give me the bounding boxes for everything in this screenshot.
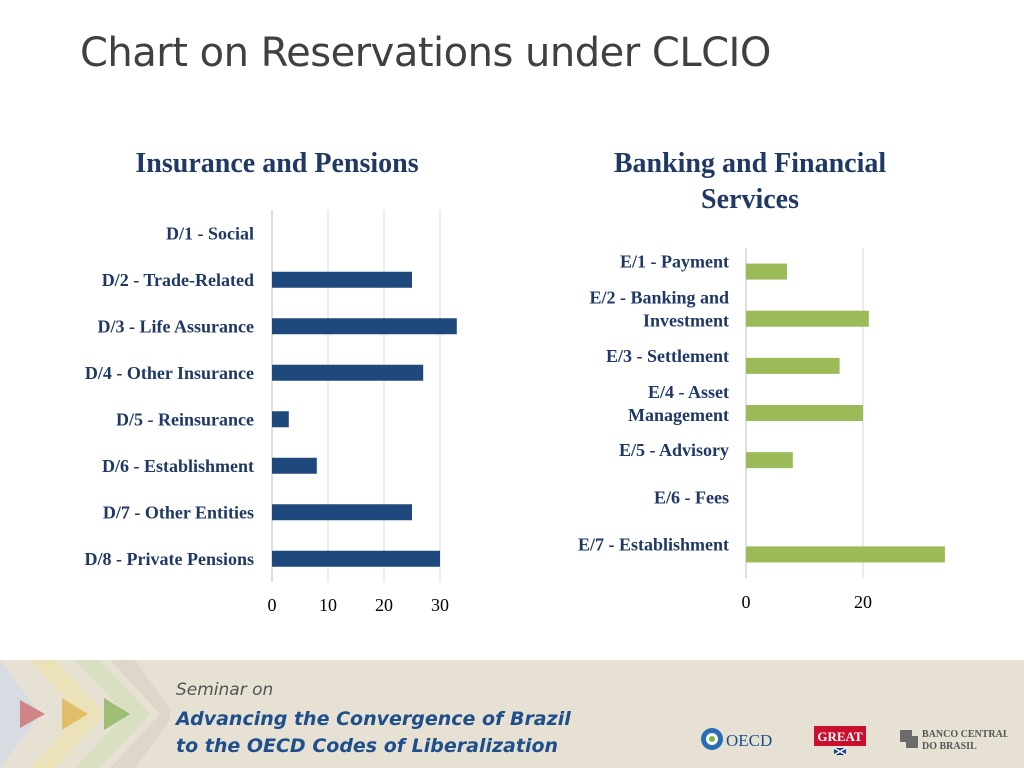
category-label: D/6 - Establishment	[102, 456, 254, 476]
category-label: E/4 - Asset Management	[628, 382, 729, 425]
bar	[746, 263, 787, 280]
x-tick-label: 10	[319, 595, 337, 615]
x-tick-label: 20	[854, 592, 872, 612]
bar	[272, 457, 317, 474]
x-tick-label: 0	[742, 592, 751, 612]
category-label: E/6 - Fees	[654, 487, 729, 507]
great-logo: GREAT	[814, 726, 866, 756]
bcb-logo-line-1: BANCO CENTRAL	[922, 729, 1008, 740]
bar	[272, 318, 457, 335]
footer-banner: Seminar on Advancing the Convergence of …	[0, 660, 1024, 768]
bar	[272, 271, 412, 288]
category-label: D/3 - Life Assurance	[98, 316, 255, 336]
oecd-logo-text: OECD	[726, 731, 772, 750]
bcb-logo: BANCO CENTRAL DO BRASIL	[900, 729, 1008, 752]
oecd-logo: OECD	[701, 728, 772, 750]
chart-insurance: D/1 - Social D/2 - Trade-Related D/3 - Lif…	[85, 210, 457, 615]
seminar-title-line-1: Advancing the Convergence of Brazil	[176, 708, 571, 730]
category-label: E/3 - Settlement	[606, 346, 729, 366]
slide-title: Chart on Reservations under CLCIO	[80, 30, 771, 76]
category-label: D/4 - Other Insurance	[85, 363, 254, 383]
footer-decoration	[0, 660, 1024, 768]
seminar-title-line-2: to the OECD Codes of Liberalization	[176, 735, 559, 757]
bar	[272, 550, 440, 567]
bar	[746, 405, 863, 421]
category-label: D/8 - Private Pensions	[85, 549, 254, 569]
x-tick-label: 20	[375, 595, 393, 615]
category-label: E/1 - Payment	[620, 252, 729, 272]
x-tick-label: 0	[268, 595, 277, 615]
x-tick-label: 30	[431, 595, 449, 615]
chart-title-banking: Banking and Financial Services	[613, 148, 887, 215]
bar	[272, 364, 424, 381]
bar	[746, 310, 869, 327]
chart-title-insurance: Insurance and Pensions	[135, 148, 419, 179]
category-label: E/5 - Advisory	[619, 440, 729, 460]
bar	[272, 504, 412, 521]
chart-banking: E/1 - Payment E/2 - Banking and Investment…	[578, 248, 945, 612]
category-label: D/7 - Other Entities	[103, 502, 254, 522]
category-label: D/1 - Social	[166, 223, 254, 243]
seminar-title: Advancing the Convergence of Brazil to t…	[176, 706, 571, 760]
category-label: D/5 - Reinsurance	[116, 409, 254, 429]
great-logo-text: GREAT	[817, 729, 863, 744]
bar	[272, 411, 289, 428]
bar	[746, 546, 945, 563]
bar	[746, 452, 793, 469]
category-label: E/7 - Establishment	[578, 534, 729, 554]
seminar-label: Seminar on	[176, 680, 274, 700]
category-label: E/2 - Banking and Investment	[589, 288, 729, 331]
bcb-logo-line-2: DO BRASIL	[922, 741, 977, 752]
category-label: D/2 - Trade-Related	[102, 270, 254, 290]
bar	[746, 357, 840, 374]
